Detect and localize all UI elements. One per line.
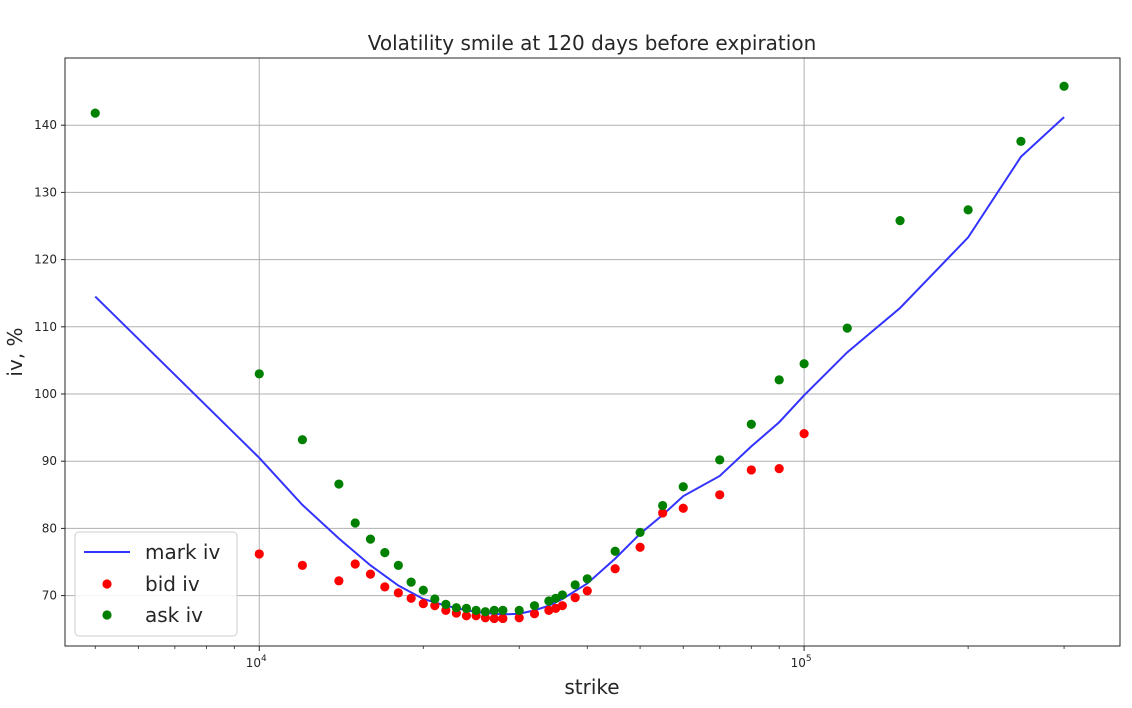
bid-iv-point: [514, 613, 524, 623]
ask-iv-point: [441, 599, 451, 609]
chart-title: Volatility smile at 120 days before expi…: [368, 31, 817, 55]
ask-iv-point: [635, 527, 645, 538]
ask-iv-point: [746, 419, 756, 429]
bid-iv-point: [489, 613, 499, 624]
ask-iv-point: [514, 605, 524, 615]
bid-iv-point: [635, 542, 645, 552]
bid-iv-point: [557, 601, 567, 611]
ask-iv-point: [610, 546, 620, 556]
ask-iv-point: [498, 605, 508, 615]
ask-iv-point: [350, 518, 360, 528]
bid-iv-point: [461, 611, 472, 621]
legend-marker-dot: [102, 579, 112, 589]
bid-iv-point: [529, 609, 540, 619]
bid-iv-point: [746, 465, 756, 475]
series-layer: [90, 81, 1069, 624]
ask-iv-point: [1059, 81, 1069, 91]
bid-iv-point: [430, 601, 440, 611]
ask-iv-point: [430, 594, 440, 604]
bid-iv-point: [570, 593, 580, 603]
bid-iv-point: [393, 588, 403, 598]
legend-box: [74, 531, 238, 637]
bid-iv-point: [334, 576, 344, 586]
bid-iv-point: [610, 564, 620, 574]
ask-iv-point: [715, 455, 725, 465]
legend: mark iv bid iv ask iv: [74, 531, 238, 637]
ask-iv-point: [489, 605, 499, 615]
ask-iv-point: [365, 534, 376, 544]
bid-iv-point: [254, 549, 264, 559]
ask-iv-point: [529, 601, 540, 611]
ask-iv-point: [557, 590, 567, 600]
ask-iv-point: [406, 577, 416, 587]
y-tick-label: 80: [42, 521, 57, 535]
ask-iv-point: [895, 216, 905, 226]
ask-iv-point: [461, 603, 472, 613]
ask-iv-point: [254, 369, 264, 379]
bid-iv-point: [658, 508, 668, 518]
legend-label: bid iv: [145, 572, 200, 596]
y-tick-label: 90: [42, 454, 57, 468]
ask-iv-point: [418, 585, 428, 595]
y-tick-label: 110: [34, 320, 57, 334]
bid-iv-point: [678, 503, 688, 513]
ask-iv-point: [799, 359, 809, 369]
ask-iv-point: [451, 603, 461, 613]
ask-iv-point: [393, 560, 403, 570]
bid-iv-point: [380, 582, 390, 592]
plot-frame: [64, 57, 1121, 647]
legend-label: ask iv: [145, 603, 203, 627]
bid-iv-point: [582, 586, 592, 596]
ask-iv-point: [380, 547, 390, 558]
bid-iv-point: [297, 560, 307, 570]
bid-iv-point: [418, 599, 428, 609]
ask-iv-point: [570, 580, 580, 590]
ask-iv-point: [334, 479, 344, 489]
y-tick-label: 140: [34, 118, 57, 132]
bid-iv-point: [498, 613, 508, 624]
y-tick-label: 100: [34, 387, 57, 401]
x-axis-label: strike: [564, 675, 619, 699]
legend-marker-dot: [102, 610, 112, 620]
bid-iv-point: [715, 490, 725, 500]
ask-iv-point: [480, 607, 490, 617]
ask-iv-point: [90, 108, 100, 118]
ask-iv-point: [297, 435, 307, 445]
ask-iv-point: [1016, 136, 1026, 146]
y-tick-label: 70: [42, 589, 57, 603]
bid-iv-point: [799, 429, 809, 439]
ask-iv-point: [774, 375, 784, 385]
bid-iv-point: [350, 559, 360, 569]
ask-iv-point: [678, 482, 688, 492]
ask-iv-point: [658, 500, 668, 511]
y-tick-label: 120: [34, 253, 57, 267]
ask-iv-point: [842, 323, 852, 333]
bid-iv-point: [774, 463, 784, 474]
y-tick-label: 130: [34, 185, 57, 199]
bid-iv-point: [406, 593, 416, 603]
y-axis-label: iv, %: [3, 327, 27, 376]
bid-iv-point: [365, 569, 376, 579]
grid: [65, 58, 1120, 646]
legend-label: mark iv: [145, 540, 220, 564]
ask-iv-point: [471, 605, 481, 615]
ask-iv-point: [582, 574, 592, 584]
ask-iv-point: [963, 205, 973, 215]
